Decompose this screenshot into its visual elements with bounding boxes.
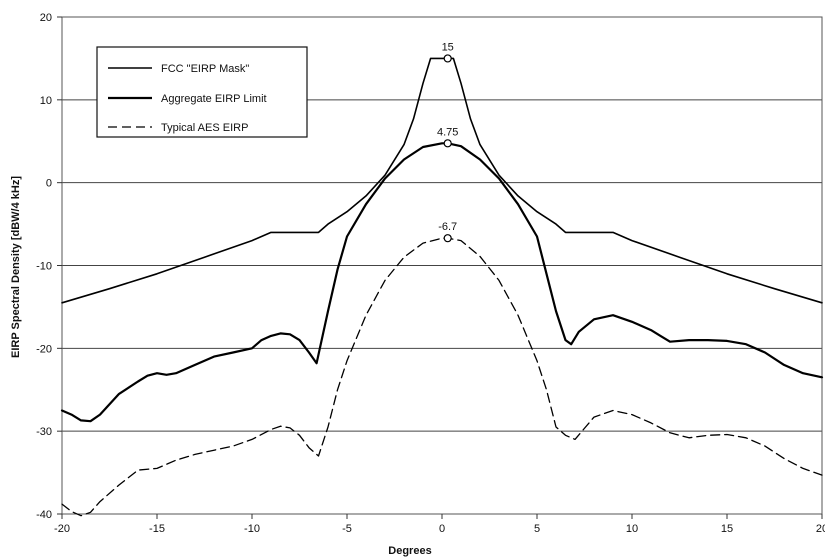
x-axis-title: Degrees (388, 545, 431, 557)
series-line-aggregate-eirp-limit (60, 142, 824, 423)
annotation-marker (443, 54, 452, 63)
x-tick-label: -5 (342, 523, 352, 535)
y-tick-label: -40 (36, 509, 52, 521)
y-tick-label: -10 (36, 261, 52, 273)
grid-lines (62, 99, 822, 432)
legend: FCC "EIRP Mask" Aggregate EIRP Limit Typ… (96, 46, 308, 138)
y-tick-label: -20 (36, 343, 52, 355)
annotation-marker (443, 139, 452, 148)
x-tick-label: 10 (626, 523, 638, 535)
y-tick-label: -30 (36, 426, 52, 438)
x-tick-label: -10 (244, 523, 260, 535)
legend-label-fcc-mask: FCC "EIRP Mask" (161, 63, 249, 75)
legend-box (96, 46, 308, 138)
y-tick-label: 10 (40, 95, 52, 107)
y-axis-title: EIRP Spectral Density [dBW/4 kHz] (10, 176, 22, 358)
x-tick-label: 15 (721, 523, 733, 535)
x-tick-label: 0 (439, 523, 445, 535)
y-tick-label: 20 (40, 12, 52, 24)
x-tick-label: -20 (54, 523, 70, 535)
annotation-label: -6.7 (438, 221, 457, 233)
y-tick-label: 0 (46, 178, 52, 190)
data-annotations: 15 4.75 -6.7 (437, 41, 458, 243)
legend-label-aggregate-limit: Aggregate EIRP Limit (161, 93, 267, 105)
annotation-label: 4.75 (437, 126, 458, 138)
annotation-marker (443, 234, 452, 243)
axis-ticks: -40 -30 -20 -10 0 10 20 -20 -15 -10 -5 0 5 10 15 20 (36, 12, 825, 535)
series-line-typical-aes-eirp (61, 237, 823, 517)
series-lines (60, 57, 824, 517)
x-tick-label: 20 (816, 523, 825, 535)
annotation-label: 15 (442, 41, 454, 53)
x-tick-label: 5 (534, 523, 540, 535)
legend-label-typical-aes: Typical AES EIRP (161, 122, 248, 134)
series-line-fcc-eirp-mask (61, 57, 823, 304)
x-tick-label: -15 (149, 523, 165, 535)
